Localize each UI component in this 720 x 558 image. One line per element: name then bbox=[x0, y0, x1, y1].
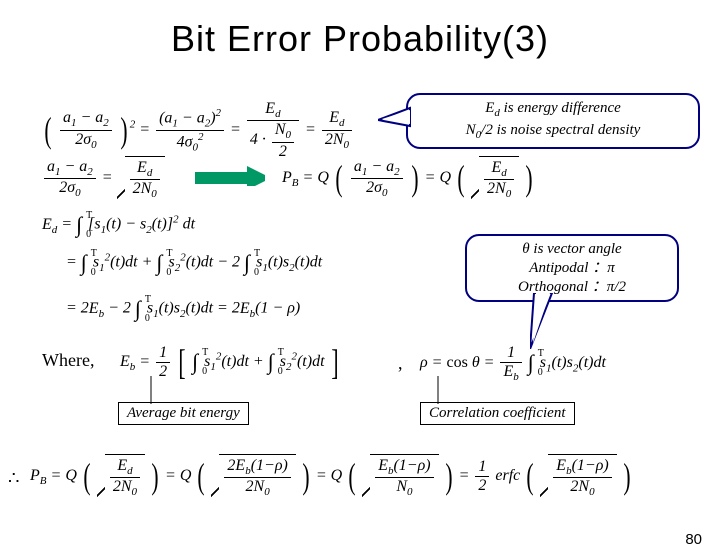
eq-ed-1: Ed = ∫T0 [s1(t) − s2(t)]2 dt bbox=[42, 212, 195, 238]
eq-row2a: a1 − a22σ0 = Ed2N0 bbox=[42, 156, 165, 201]
callout-line: N0/2 is noise spectral density bbox=[466, 122, 641, 138]
connector-line bbox=[145, 376, 157, 404]
eq-ed-3: = 2Eb − 2 ∫T0 s1(t)s2(t)dt = 2Eb(1 − ρ) bbox=[66, 296, 300, 322]
page-title: Bit Error Probability(3) bbox=[0, 18, 720, 60]
eq-final: PB = Q ( Ed2N0 ) = Q ( 2Eb(1−ρ)2N0 ) = Q… bbox=[30, 454, 633, 499]
callout-line: Ed is energy difference bbox=[485, 100, 621, 116]
label-avg-energy: Average bit energy bbox=[118, 402, 249, 425]
eq-row1: ( a1 − a22σ0 )2 = (a1 − a2)24σ02 = Ed4 ·… bbox=[42, 100, 354, 160]
callout-tail bbox=[530, 293, 556, 349]
callout-theta: θ is vector angle Antipodal ：π Orthogona… bbox=[465, 234, 679, 302]
connector-line bbox=[432, 376, 444, 404]
arrow-icon bbox=[195, 166, 265, 186]
therefore-symbol: ∴ bbox=[8, 468, 19, 489]
eq-ed-2: = ∫T0 s12(t)dt + ∫T0 s22(t)dt − 2 ∫T0 s1… bbox=[66, 250, 322, 276]
where-label: Where, bbox=[42, 350, 94, 371]
comma: , bbox=[398, 353, 403, 374]
label-corr-coef: Correlation coefficient bbox=[420, 402, 575, 425]
eq-row2b: PB = Q ( a1 − a22σ0 ) = Q ( Ed2N0 ) bbox=[282, 156, 535, 201]
callout-tail bbox=[378, 106, 412, 128]
callout-line: θ is vector angle bbox=[522, 241, 621, 257]
eq-rho: ρ = cos θ = 1Eb ∫T0 s1(t)s2(t)dt bbox=[420, 344, 606, 383]
callout-energy: Ed is energy difference N0/2 is noise sp… bbox=[406, 93, 700, 149]
callout-line: Antipodal ：π bbox=[529, 260, 614, 276]
eq-eb: Eb = 12 [ ∫T0 s12(t)dt + ∫T0 s22(t)dt ] bbox=[120, 344, 341, 380]
